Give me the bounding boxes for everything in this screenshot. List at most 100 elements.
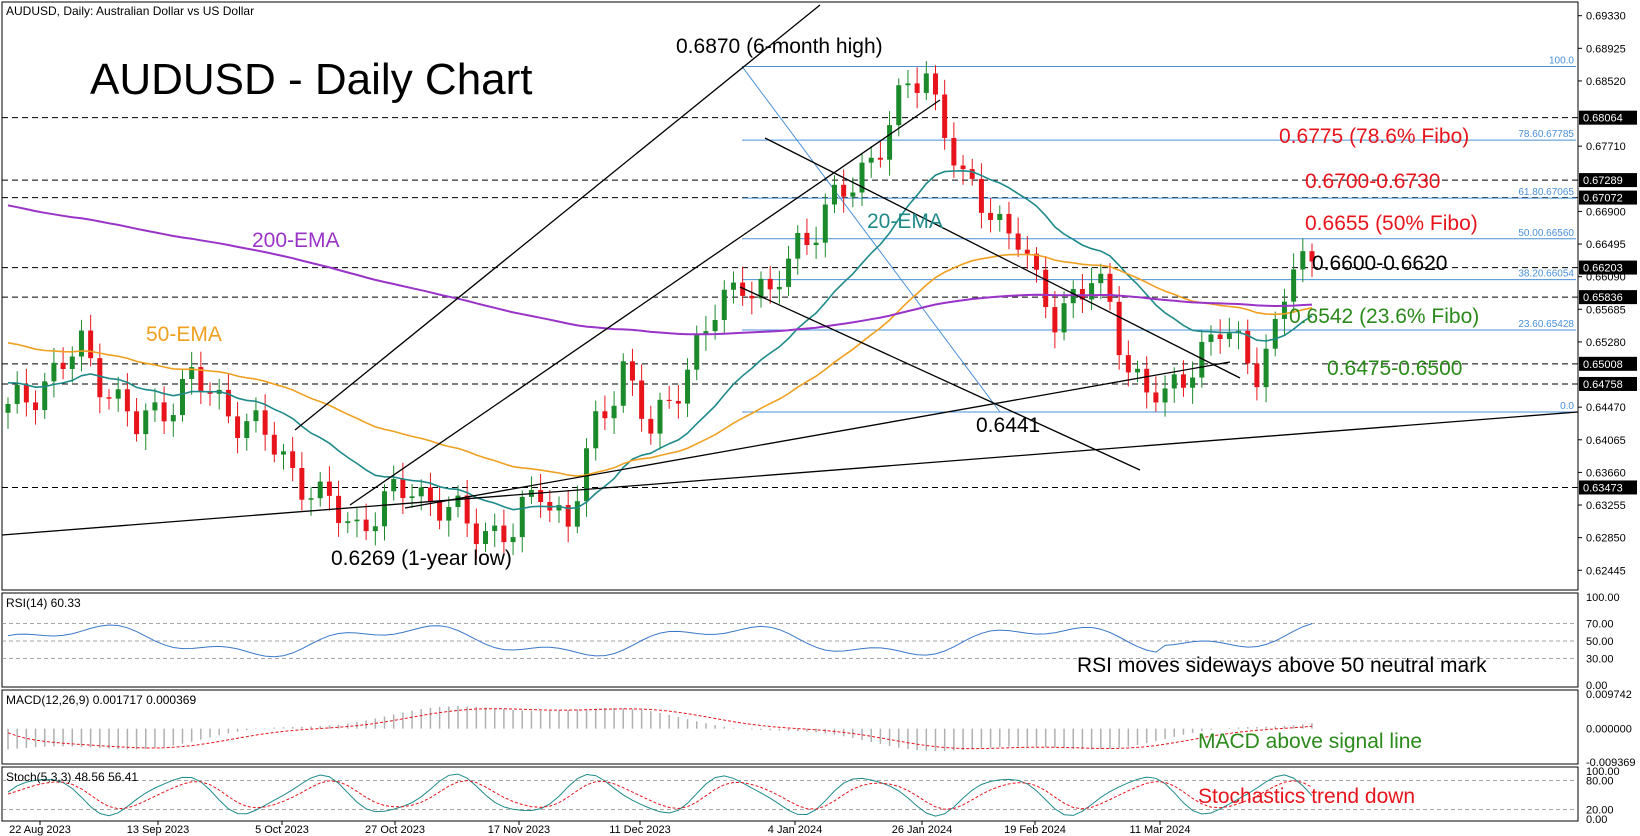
time-tick-label: 13 Sep 2023 [127,824,189,836]
candle-down [639,380,645,419]
candle-up [510,537,516,543]
candle-up [391,478,397,492]
candle-up [409,496,415,499]
candle-down [602,411,608,419]
candle-down [427,487,433,502]
time-tick-label: 17 Nov 2023 [488,824,550,836]
candle-up [1226,333,1232,339]
candle-up [813,242,819,246]
price-tick-label: 0.63660 [1586,467,1626,479]
rsi-axis-label: 100.00 [1586,592,1620,604]
rsi-axis-label: 70.00 [1586,618,1614,630]
ema50-line [7,253,1313,477]
price-panel [1,1,1579,591]
candle-down [988,212,994,220]
rsi-line [7,623,1313,658]
candle-up [730,282,736,290]
candle-down [1079,289,1085,300]
rsi-axis-label: 0.00 [1586,680,1607,692]
candle-up [446,507,452,521]
trend-line [404,361,1231,509]
time-tick-label: 27 Oct 2023 [365,824,425,836]
fibo-label: 78.60.67785 [1518,129,1574,140]
fibo-label: 0.0 [1560,401,1574,412]
candle-down [501,525,507,543]
price-tick-label: 0.66495 [1586,239,1626,251]
low-label: 0.6441 [976,414,1040,437]
support-zone-0600: 0.6600-0.6620 [1312,252,1447,275]
candle-down [33,402,39,411]
price-tick-label: 0.67710 [1586,141,1626,153]
price-tag-box [1579,376,1637,391]
candle-up [418,487,424,497]
price-tick-label: 0.66900 [1586,206,1626,218]
time-tick-label: 5 Oct 2023 [255,824,309,836]
candle-down [1217,334,1223,339]
candle-up [822,204,828,243]
ema20-line [7,169,1313,511]
price-tick-label: 0.65280 [1586,337,1626,349]
candle-down [124,389,130,412]
candle-up [189,367,195,379]
support-fibo-236: 0.6542 (23.6% Fibo) [1289,305,1479,328]
candle-down [290,451,296,469]
candle-down [1107,273,1113,302]
candle-up [14,384,20,404]
candle-down [942,94,948,138]
candle-down [1052,307,1058,333]
candle-up [519,496,525,538]
candle-down [749,295,755,299]
stoch-panel [1,766,1579,822]
candle-up [244,421,250,438]
stoch-axis-label: 20.00 [1586,804,1614,816]
trend-line [294,4,821,431]
candle-down [1116,301,1122,356]
stoch-note: Stochastics trend down [1198,785,1415,808]
candle-up [78,330,84,357]
candle-down [134,411,140,435]
candle-up [758,278,764,299]
candle-up [492,525,498,532]
candle-up [611,405,617,419]
candle-down [400,478,406,499]
candle-down [1006,213,1012,234]
candle-down [1034,253,1040,270]
trend-line [1,411,1579,536]
price-tag-label: 0.68064 [1583,113,1623,125]
candle-up [1208,334,1214,342]
trend-line [739,286,1141,471]
resistance-zone-0700: 0.6700-0.6730 [1305,170,1440,193]
candle-down [1254,363,1260,388]
price-axis: 0.69330 0.68925 0.68520 0.67710 0.66900 0.664… [1578,11,1637,577]
price-tick-label: 0.66090 [1586,272,1626,284]
candle-up [997,213,1003,220]
candle-down [675,401,681,404]
candle-up [795,232,801,259]
price-tag-label: 0.67072 [1583,193,1623,205]
price-tag-box [1579,260,1637,275]
candle-down [767,278,773,290]
candle-up [694,334,700,370]
candle-up [712,319,718,332]
candle-up [620,361,626,406]
candle-up [1089,283,1095,300]
candle-up [143,410,149,435]
price-tag-label: 0.67289 [1583,175,1623,187]
macd-note: MACD above signal line [1198,730,1422,753]
candle-down [225,389,231,417]
fibonacci-levels: 100.0 78.60.67785 61.80.67065 50.00.66560 38… [741,55,1576,413]
trend-line [349,99,941,506]
candle-up [280,451,286,455]
candle-down [666,399,672,402]
price-tag-label: 0.65836 [1583,292,1623,304]
one-year-low-label: 0.6269 (1-year low) [331,547,512,570]
fibo-label: 100.0 [1549,55,1574,66]
price-tick-label: 0.68520 [1586,76,1626,88]
candle-up [69,356,75,369]
price-tag-label: 0.63473 [1583,482,1623,494]
time-tick-label: 19 Feb 2024 [1004,824,1066,836]
price-tag-box [1579,356,1637,371]
candle-up [51,362,57,382]
candle-down [464,495,470,524]
candle-down [978,178,984,213]
